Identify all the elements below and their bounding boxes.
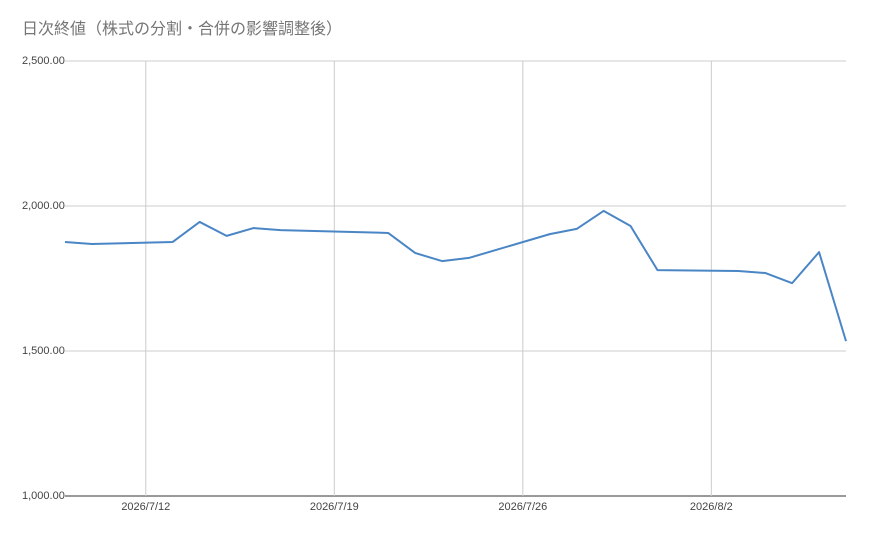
x-tick-label: 2026/7/26 [498,501,547,513]
line [64,209,847,342]
chart-title: 日次終値（株式の分割・合併の影響調整後） [22,20,342,38]
x-tick-label: 2026/7/19 [310,501,359,513]
x-tick-label: 2026/7/12 [121,501,170,513]
y-tick-label: 2,000.00 [22,200,65,212]
x-tick-label: 2026/8/2 [690,501,733,513]
y-tick-label: 2,500.00 [22,55,65,67]
y-tick-label: 1,500.00 [22,345,65,357]
y-tick-label: 1,000.00 [22,490,65,502]
